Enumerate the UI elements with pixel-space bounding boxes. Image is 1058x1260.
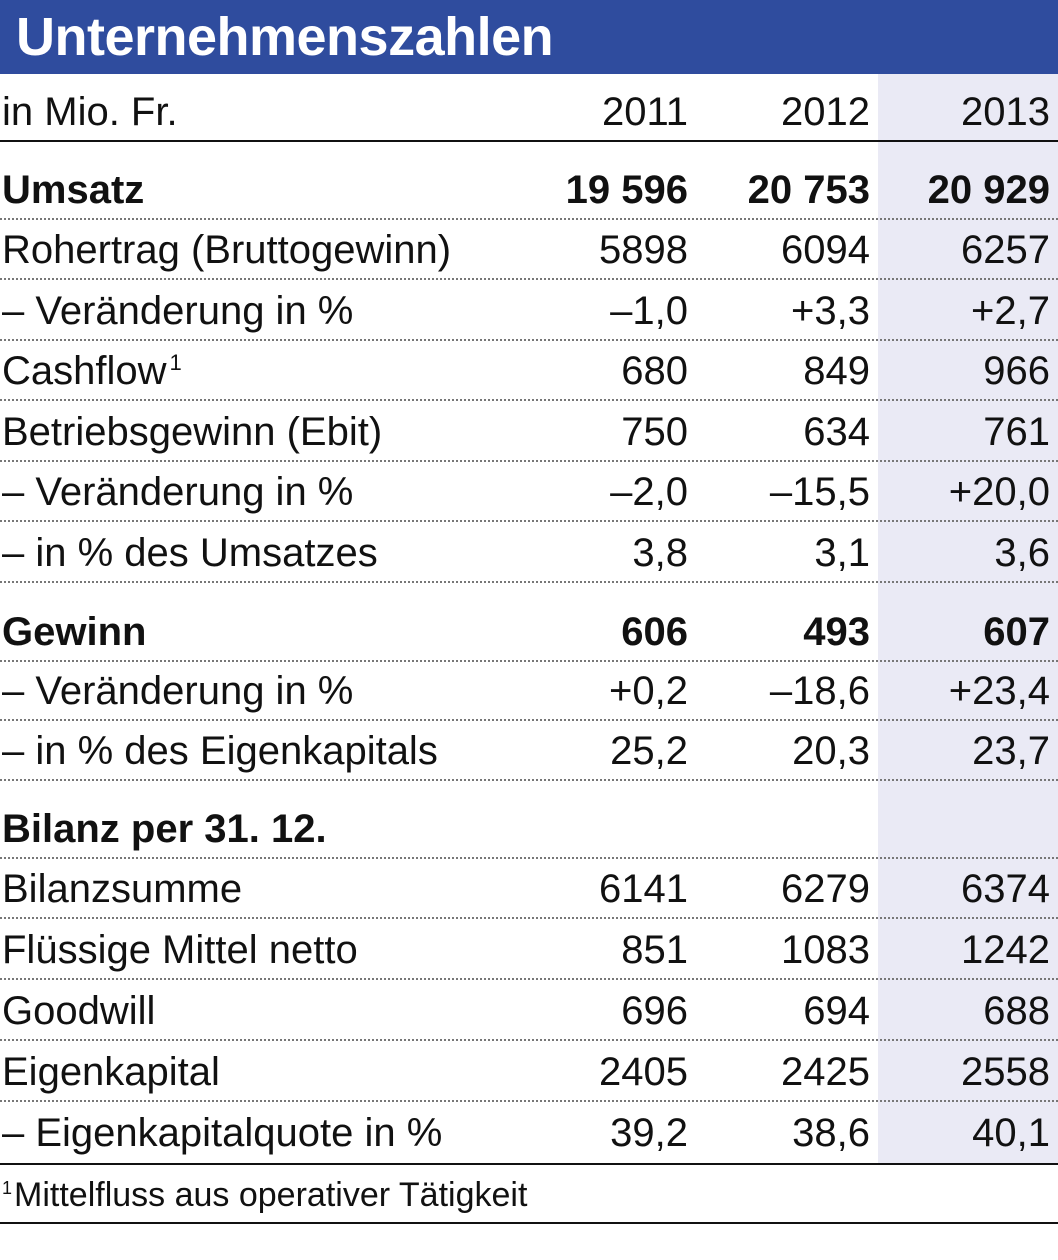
value-2012: 20,3 [792, 729, 870, 773]
value-2012: 2425 [781, 1050, 870, 1094]
value-2013: 6374 [961, 867, 1050, 911]
value-2011: +0,2 [609, 669, 688, 713]
value-2012: 694 [803, 989, 870, 1033]
value-2013: 761 [983, 410, 1050, 454]
value-2013: 3,6 [994, 531, 1050, 575]
year-2013-header: 2013 [961, 90, 1050, 134]
value-2012: –15,5 [769, 470, 870, 514]
value-2013: 966 [983, 349, 1050, 393]
row-divider [0, 719, 1058, 721]
row-label: Rohertrag (Bruttogewinn) [2, 228, 452, 272]
value-2012: 20 753 [747, 168, 870, 212]
row-divider [0, 278, 1058, 280]
value-2013: 40,1 [972, 1111, 1050, 1155]
value-2013: 20 929 [927, 168, 1050, 212]
row-label: Bilanzsumme [2, 867, 243, 911]
row-divider [0, 339, 1058, 341]
value-2012: 849 [803, 349, 870, 393]
row-label: Eigenkapital [2, 1050, 220, 1094]
value-2013: +20,0 [948, 470, 1050, 514]
highlight-column-2013 [878, 74, 1058, 1164]
footnote-bottom-rule [0, 1222, 1058, 1224]
row-divider [0, 460, 1058, 462]
value-2012: –18,6 [769, 669, 870, 713]
value-2011: 39,2 [610, 1111, 688, 1155]
value-2013: 6257 [961, 228, 1050, 272]
value-2012: 634 [803, 410, 870, 454]
value-2011: 680 [621, 349, 688, 393]
row-divider [0, 520, 1058, 522]
section-label: Bilanz per 31. 12. [2, 807, 327, 851]
footnote-mark: 1 [169, 350, 182, 375]
value-2013: +23,4 [948, 669, 1050, 713]
row-divider [0, 779, 1058, 781]
row-label-text: Cashflow [2, 349, 167, 393]
row-label: Goodwill [2, 989, 156, 1033]
value-2012: 1083 [781, 928, 870, 972]
row-label: – in % des Umsatzes [2, 531, 378, 575]
row-label: Umsatz [2, 168, 145, 212]
value-2011: 851 [621, 928, 688, 972]
row-divider [0, 978, 1058, 980]
row-divider [0, 1100, 1058, 1102]
value-2011: 750 [621, 410, 688, 454]
value-2011: 6141 [599, 867, 688, 911]
footnote-mark: 1 [2, 1178, 13, 1198]
row-divider [0, 917, 1058, 919]
value-2012: 6094 [781, 228, 870, 272]
row-label: Betriebsgewinn (Ebit) [2, 410, 383, 454]
value-2012: +3,3 [791, 289, 870, 333]
value-2012: 6279 [781, 867, 870, 911]
value-2013: 607 [983, 610, 1050, 654]
value-2013: 23,7 [972, 729, 1050, 773]
row-label: – Veränderung in % [2, 289, 354, 333]
value-2011: 3,8 [632, 531, 688, 575]
row-divider [0, 1039, 1058, 1041]
row-divider [0, 399, 1058, 401]
value-2013: 2558 [961, 1050, 1050, 1094]
value-2013: +2,7 [971, 289, 1050, 333]
value-2011: 19 596 [565, 168, 688, 212]
table-bottom-rule [0, 1163, 1058, 1165]
value-2013: 688 [983, 989, 1050, 1033]
value-2011: 2405 [599, 1050, 688, 1094]
value-2011: 696 [621, 989, 688, 1033]
value-2011: –1,0 [610, 289, 688, 333]
value-2012: 493 [803, 610, 870, 654]
year-2011-header: 2011 [601, 90, 688, 134]
row-label: – Veränderung in % [2, 470, 354, 514]
title-bar [0, 0, 1058, 74]
page-title: Unternehmenszahlen [16, 7, 554, 67]
value-2011: 25,2 [610, 729, 688, 773]
header-divider [0, 140, 1058, 142]
unit-label: in Mio. Fr. [2, 90, 178, 134]
footnote: 1Mittelfluss aus operativer Tätigkeit [2, 1176, 527, 1215]
value-2012: 3,1 [814, 531, 870, 575]
row-divider [0, 581, 1058, 583]
value-2012: 38,6 [792, 1111, 870, 1155]
row-label: – Eigenkapitalquote in % [2, 1111, 443, 1155]
row-label: Gewinn [2, 610, 147, 654]
value-2011: –2,0 [610, 470, 688, 514]
row-label: Flüssige Mittel netto [2, 928, 358, 972]
value-2011: 606 [621, 610, 688, 654]
row-label: – Veränderung in % [2, 669, 354, 713]
value-2011: 5898 [599, 228, 688, 272]
year-2012-header: 2012 [781, 90, 870, 134]
footnote-text: Mittelfluss aus operativer Tätigkeit [14, 1176, 528, 1214]
row-divider [0, 660, 1058, 662]
row-label: Cashflow 1 [2, 349, 182, 394]
row-divider [0, 857, 1058, 859]
row-label: – in % des Eigenkapitals [2, 729, 438, 773]
row-divider [0, 218, 1058, 220]
value-2013: 1242 [961, 928, 1050, 972]
